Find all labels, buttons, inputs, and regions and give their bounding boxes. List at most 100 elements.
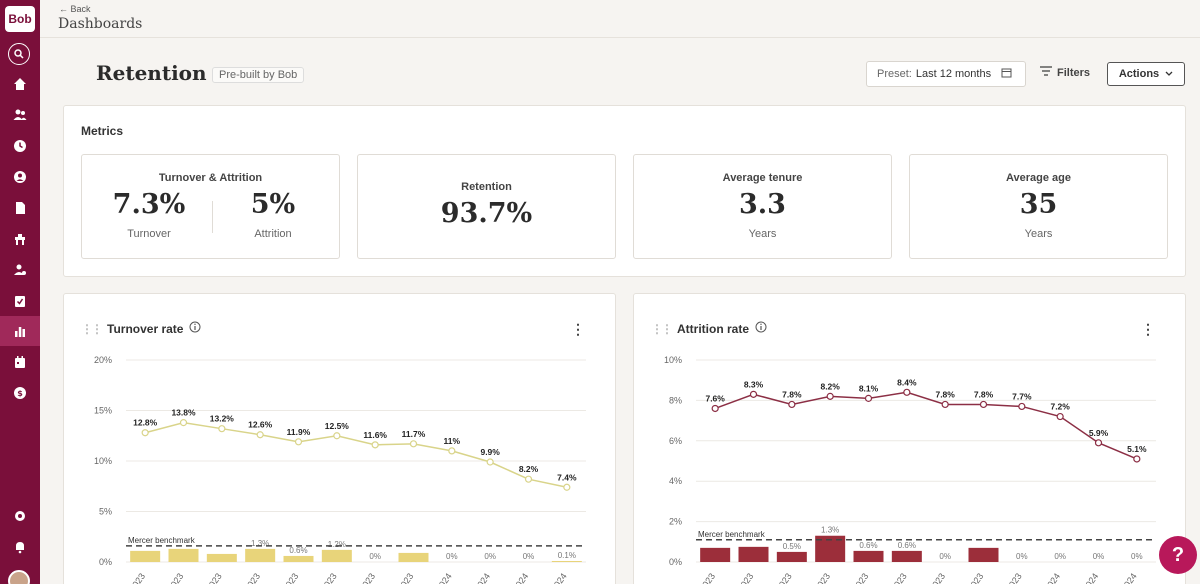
avatar[interactable] <box>8 570 30 584</box>
data-point <box>294 438 303 446</box>
notification-icon[interactable] <box>0 532 40 562</box>
data-point <box>179 419 188 427</box>
bar <box>968 547 999 562</box>
data-point <box>371 441 379 449</box>
back-link[interactable]: ← Back <box>59 4 91 14</box>
data-point <box>563 483 571 491</box>
attrition-value: 5% <box>250 189 296 220</box>
y-tick-label: 15% <box>94 406 112 416</box>
bar-label: 1.3% <box>251 539 269 548</box>
chart-header: ⋮⋮ Turnover rate <box>81 321 201 336</box>
home-icon[interactable] <box>0 69 40 99</box>
person-gear-icon[interactable] <box>0 255 40 285</box>
y-tick-label: 4% <box>669 476 682 486</box>
dollar-icon[interactable]: $ <box>0 378 40 408</box>
back-label: Back <box>70 4 91 14</box>
checklist-icon[interactable] <box>0 286 40 316</box>
bar <box>853 550 884 562</box>
x-tick-label: 023 <box>777 571 794 584</box>
more-options-icon[interactable]: ⋮ <box>1141 321 1155 337</box>
x-tick-label: 024 <box>1045 571 1062 584</box>
arrow-left-icon: ← <box>59 4 68 14</box>
info-icon[interactable] <box>755 321 767 336</box>
benchmark-label: Mercer benchmark <box>698 530 766 539</box>
bar-label: 0.1% <box>558 551 576 560</box>
x-tick-label: 023 <box>245 571 262 584</box>
breadcrumb: Dashboards <box>58 16 143 32</box>
desk-icon[interactable] <box>0 224 40 254</box>
preset-value: Last 12 months <box>915 68 992 80</box>
x-tick-label: 024 <box>552 571 569 584</box>
x-tick-label: 024 <box>1122 571 1139 584</box>
data-point <box>141 429 149 437</box>
average-age-card[interactable]: Average age 35 Years <box>909 154 1168 259</box>
data-point <box>1056 412 1064 421</box>
card-title: Average age <box>1005 172 1072 184</box>
actions-button[interactable]: Actions <box>1107 62 1185 86</box>
data-label: 8.2% <box>820 381 840 391</box>
bar <box>245 548 276 562</box>
analytics-icon[interactable] <box>0 316 40 346</box>
data-point <box>788 400 796 409</box>
y-tick-label: 2% <box>669 517 682 527</box>
retention-card[interactable]: Retention 93.7% <box>357 154 616 259</box>
data-label: 11.6% <box>363 430 387 440</box>
y-tick-label: 10% <box>664 355 682 365</box>
data-point <box>1094 439 1103 447</box>
filters-button[interactable]: Filters <box>1040 66 1090 79</box>
bob-logo[interactable]: Bob <box>5 6 35 32</box>
document-icon[interactable] <box>0 193 40 223</box>
y-tick-label: 0% <box>99 557 112 567</box>
filters-label: Filters <box>1057 66 1091 79</box>
bar <box>130 550 161 562</box>
data-label: 7.8% <box>935 389 955 399</box>
bar <box>891 550 922 562</box>
x-tick-label: 023 <box>739 571 756 584</box>
data-point <box>979 400 988 409</box>
drag-handle-icon[interactable]: ⋮⋮ <box>81 321 103 336</box>
data-point <box>256 431 264 439</box>
data-label: 5.1% <box>1127 444 1147 454</box>
data-point <box>1133 455 1141 463</box>
data-label: 5.9% <box>1089 428 1109 438</box>
data-label: 8.1% <box>859 383 879 393</box>
turnover-attrition-card[interactable]: Turnover & Attrition 7.3% Turnover 5% At… <box>81 154 340 259</box>
clock-icon[interactable] <box>0 131 40 161</box>
profile-icon[interactable] <box>0 162 40 192</box>
data-point <box>903 388 911 396</box>
calendar-icon[interactable] <box>0 347 40 377</box>
x-tick-label: 023 <box>930 571 947 584</box>
x-tick-label: 023 <box>284 571 301 584</box>
settings-icon[interactable] <box>0 501 40 531</box>
data-point <box>218 425 226 433</box>
bar <box>321 549 352 562</box>
bar <box>168 548 199 562</box>
bar-label: 1.3% <box>821 526 839 535</box>
drag-handle-icon[interactable]: ⋮⋮ <box>651 321 673 336</box>
people-icon[interactable] <box>0 100 40 130</box>
x-tick-label: 024 <box>437 571 454 584</box>
data-point <box>524 475 533 483</box>
bar-label: 0% <box>1093 552 1105 561</box>
x-tick-label: 023 <box>700 571 717 584</box>
help-button[interactable]: ? <box>1159 536 1197 574</box>
preset-selector[interactable]: Preset: Last 12 months <box>866 61 1026 87</box>
x-tick-label: 023 <box>815 571 832 584</box>
more-options-icon[interactable]: ⋮ <box>571 321 585 337</box>
prebuilt-badge: Pre-built by Bob <box>212 67 305 83</box>
y-tick-label: 20% <box>94 355 112 365</box>
top-bar: ← Back Dashboards <box>40 0 1200 38</box>
info-icon[interactable] <box>189 321 201 336</box>
search-icon[interactable] <box>8 43 30 65</box>
data-label: 12.5% <box>325 421 350 431</box>
bar-label: 0.6% <box>289 546 307 555</box>
x-tick-label: 023 <box>169 571 186 584</box>
average-tenure-card[interactable]: Average tenure 3.3 Years <box>633 154 892 259</box>
data-label: 7.8% <box>974 389 994 399</box>
data-point <box>711 404 719 413</box>
metrics-title: Metrics <box>81 124 124 138</box>
attrition-label: Attrition <box>254 228 292 240</box>
x-tick-label: 024 <box>514 571 531 584</box>
data-label: 7.7% <box>1012 391 1032 401</box>
data-label: 7.6% <box>705 393 725 403</box>
